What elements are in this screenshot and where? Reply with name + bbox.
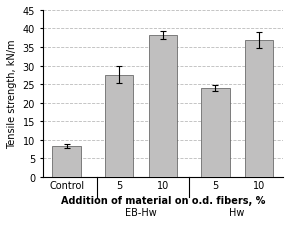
Bar xyxy=(105,75,133,177)
Bar xyxy=(201,88,229,177)
Text: Hw: Hw xyxy=(229,207,245,217)
Y-axis label: Tensile strength, kN/m: Tensile strength, kN/m xyxy=(7,39,17,148)
Text: EB-Hw: EB-Hw xyxy=(125,207,157,217)
X-axis label: Addition of material on o.d. fibers, %: Addition of material on o.d. fibers, % xyxy=(61,195,265,205)
Bar xyxy=(245,41,273,177)
Bar xyxy=(149,36,177,177)
Bar xyxy=(52,147,81,177)
